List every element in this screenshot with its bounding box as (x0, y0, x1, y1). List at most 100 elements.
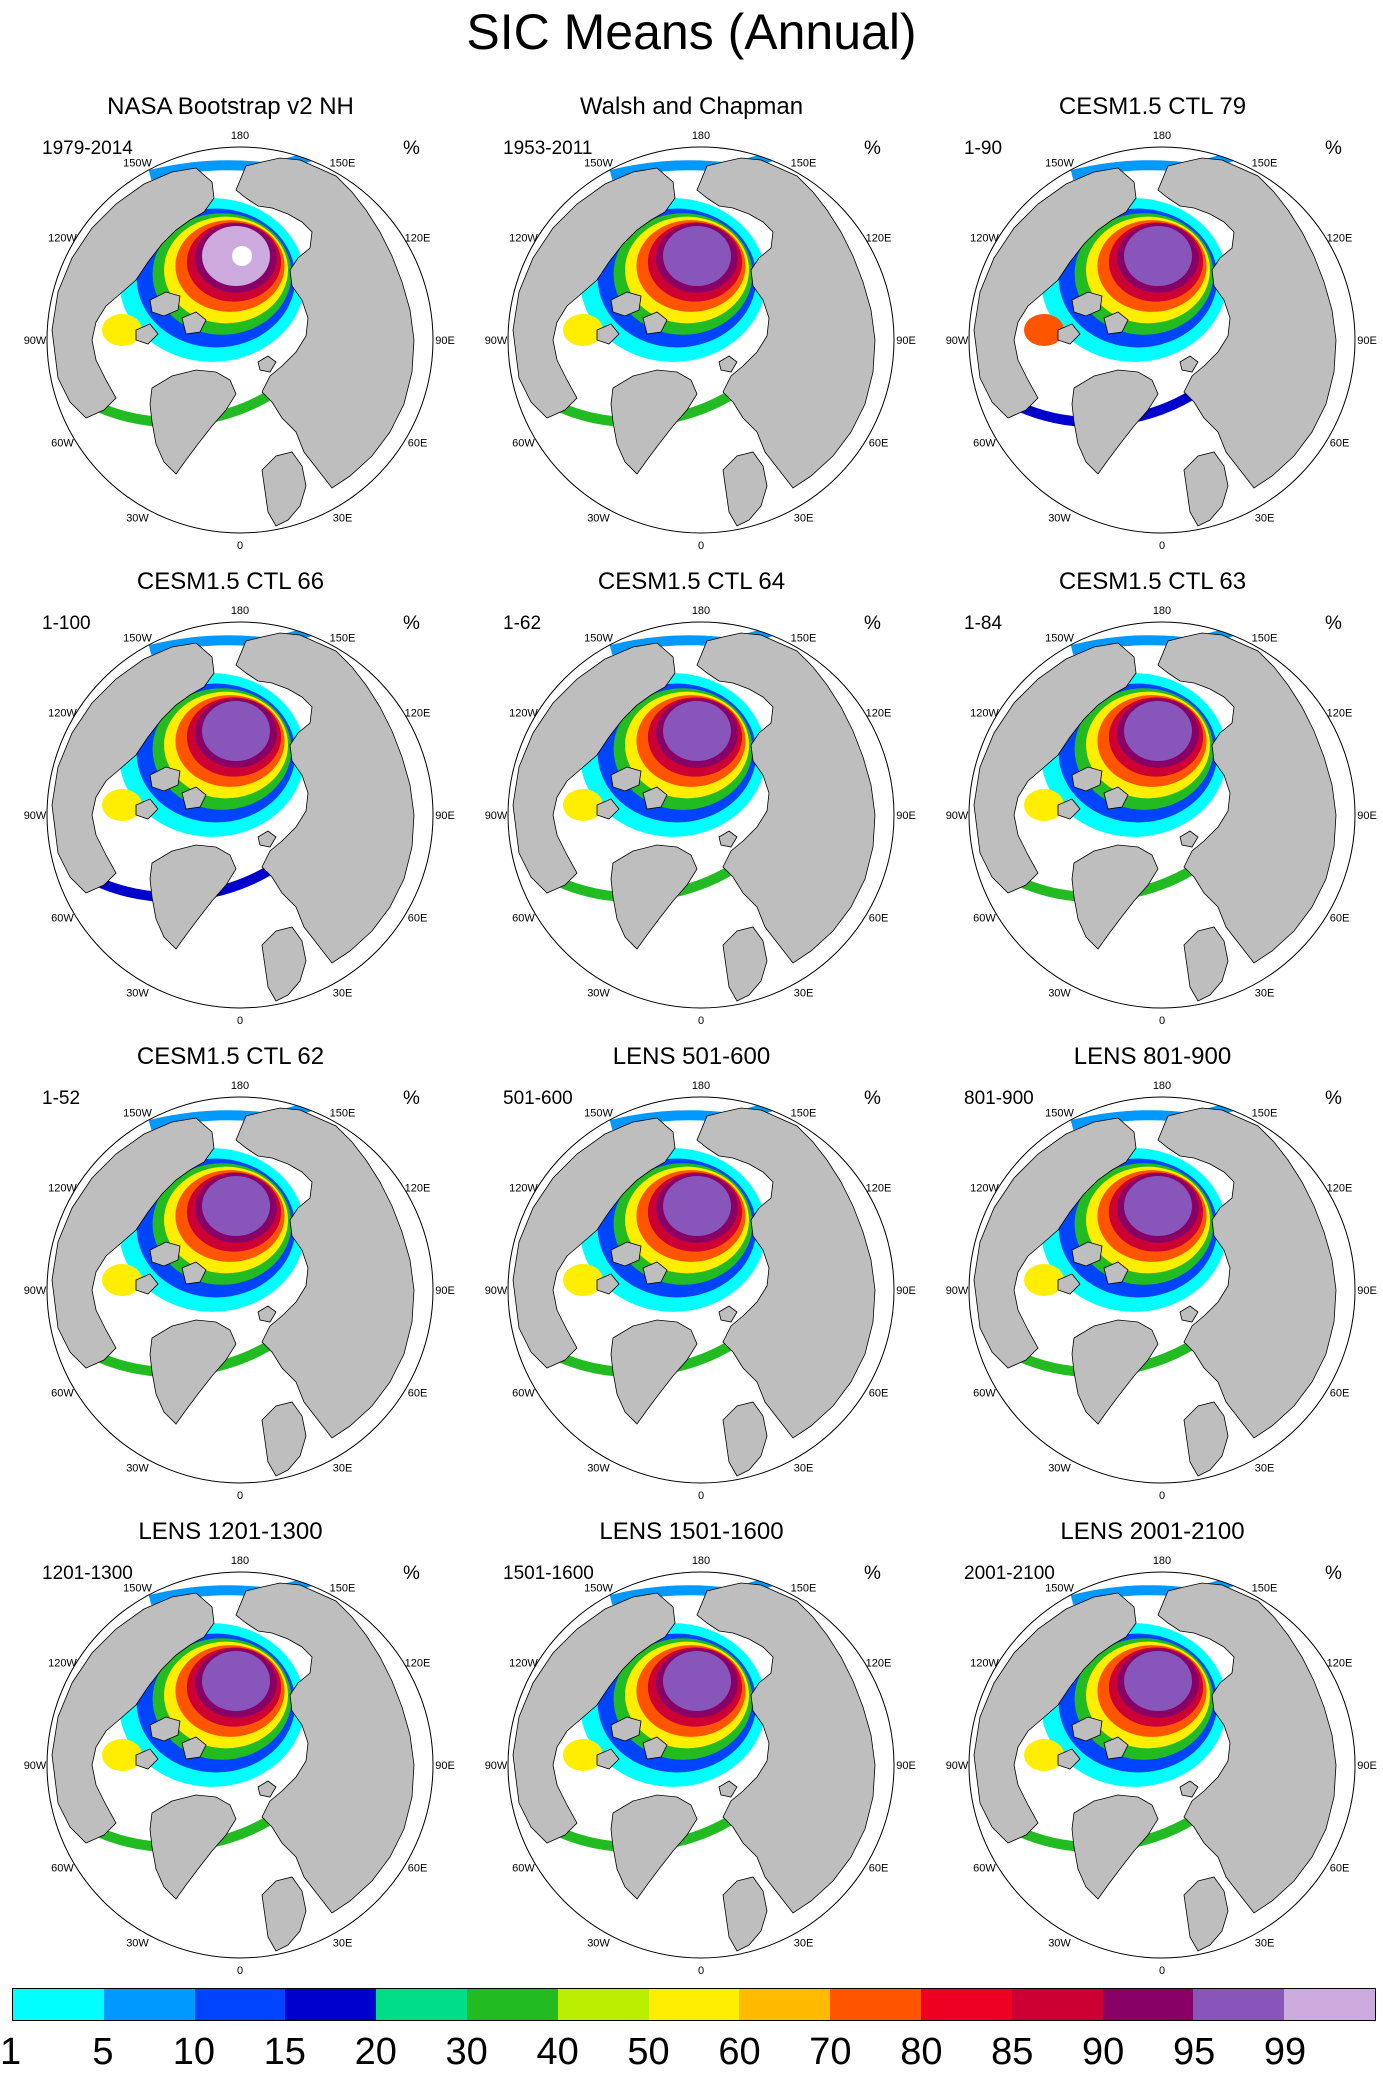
polar-map: 180 150W 150E 120W 120E 90W 90E 60W 60E 30W 30E 0 (24, 1080, 455, 1502)
central-pack-ice (1124, 226, 1192, 286)
longitude-label: 30E (794, 1938, 814, 1950)
land-mass (135, 798, 159, 820)
panel-title: LENS 501-600 (612, 1043, 771, 1070)
land-mass (610, 369, 698, 475)
colorbar-swatch-14 (1193, 1989, 1285, 2020)
land-mass (610, 766, 642, 792)
panel-title: LENS 1201-1300 (138, 1518, 323, 1545)
colorbar-swatch-11 (920, 1989, 1012, 2020)
longitude-label: 180 (692, 130, 710, 142)
map-panel: 180 150W 150E 120W 120E 90W 90E 60W 60E 30W 30E 0 CE… (0, 950, 461, 1502)
longitude-label: 0 (237, 1015, 243, 1027)
panel-title: CESM1.5 CTL 79 (1058, 93, 1247, 120)
colorbar-swatch-1 (13, 1989, 104, 2020)
colorbar-swatch-9 (739, 1989, 831, 2020)
colorbar-swatch-7 (557, 1989, 649, 2020)
land-mass (1179, 1780, 1199, 1798)
colorbar-swatch-4 (285, 1989, 377, 2020)
polar-map: 180 150W 150E 120W 120E 90W 90E 60W 60E 30W 30E 0 (946, 1080, 1377, 1502)
land-mass (1183, 1401, 1229, 1477)
land-mass (1057, 1273, 1081, 1295)
longitude-label: 90W (946, 335, 969, 347)
panel-period: 1979-2014 (42, 138, 133, 159)
colorbar-label: 5 (92, 2031, 114, 2073)
land-mass (1057, 323, 1081, 345)
central-pack-ice (202, 1651, 270, 1711)
map-panel: 180 150W 150E 120W 120E 90W 90E 60W 60E 30W 30E 0 CE… (0, 475, 461, 1027)
longitude-label: 60W (51, 913, 74, 925)
land-mass (596, 323, 620, 345)
central-pack-ice (1124, 1651, 1192, 1711)
longitude-label: 0 (237, 1965, 243, 1977)
colorbar-label: 1 (0, 2031, 22, 2073)
longitude-label: 0 (698, 1965, 704, 1977)
panel-period: 1-52 (42, 1088, 81, 1109)
hudson-bay-ice (1024, 789, 1064, 821)
longitude-label: 90E (1357, 335, 1377, 347)
land-mass (1103, 786, 1129, 810)
land-mass (235, 157, 415, 489)
longitude-label: 60E (869, 1388, 889, 1400)
colorbar-swatch-5 (376, 1989, 467, 2020)
longitude-label: 90E (1357, 810, 1377, 822)
map-panel: 180 150W 150E 120W 120E 90W 90E 60W 60E 30W 30E 0 LE… (0, 1425, 461, 1977)
panel-period: 1201-1300 (42, 1563, 133, 1584)
land-mass (1157, 157, 1337, 489)
land-mass (1183, 451, 1229, 527)
longitude-label: 150E (791, 157, 817, 169)
land-mass (257, 1780, 277, 1798)
longitude-label: 120E (866, 233, 892, 245)
colorbar-label: 90 (1082, 2031, 1125, 2073)
longitude-label: 120E (405, 708, 431, 720)
longitude-label: 30E (794, 1463, 814, 1475)
colorbar-labels: 1 5 10 15 20 30 40 50 60 70 80 85 90 95 99 (0, 2030, 1383, 2080)
longitude-label: 120E (866, 1658, 892, 1670)
polar-map: 180 150W 150E 120W 120E 90W 90E 60W 60E 30W 30E 0 (485, 1080, 916, 1502)
longitude-label: 180 (231, 1080, 249, 1092)
longitude-label: 60W (973, 438, 996, 450)
longitude-label: 120W (509, 708, 538, 720)
colorbar-swatch-13 (1102, 1989, 1194, 2020)
longitude-label: 120E (1327, 1183, 1353, 1195)
land-mass (596, 798, 620, 820)
land-mass (149, 766, 181, 792)
longitude-label: 180 (692, 1555, 710, 1567)
longitude-label: 30W (587, 1938, 610, 1950)
longitude-label: 150E (330, 157, 356, 169)
longitude-label: 150W (123, 1107, 152, 1119)
longitude-label: 30W (587, 988, 610, 1000)
longitude-label: 30W (126, 513, 149, 525)
longitude-label: 30W (587, 513, 610, 525)
land-mass (51, 642, 215, 894)
land-mass (149, 369, 237, 475)
map-panel: 180 150W 150E 120W 120E 90W 90E 60W 60E 30W 30E 0 CE… (922, 0, 1383, 552)
panel-unit: % (403, 1088, 420, 1109)
land-mass (512, 642, 676, 894)
longitude-label: 150W (584, 157, 613, 169)
longitude-label: 60E (869, 913, 889, 925)
land-mass (261, 1876, 307, 1952)
longitude-label: 30E (1255, 988, 1275, 1000)
land-mass (718, 1780, 738, 1798)
longitude-label: 120E (405, 233, 431, 245)
longitude-label: 90W (485, 1285, 508, 1297)
land-mass (722, 451, 768, 527)
colorbar-swatch-8 (648, 1989, 740, 2020)
central-pack-ice (202, 701, 270, 761)
longitude-label: 30E (333, 1463, 353, 1475)
map-boundary (968, 1096, 1356, 1484)
land-mass (261, 926, 307, 1002)
longitude-label: 90W (485, 335, 508, 347)
longitude-label: 30W (126, 1938, 149, 1950)
panel-title: CESM1.5 CTL 62 (136, 1043, 325, 1070)
longitude-label: 120E (866, 1183, 892, 1195)
longitude-label: 30W (126, 1463, 149, 1475)
polar-map: 180 150W 150E 120W 120E 90W 90E 60W 60E 30W 30E 0 (485, 130, 916, 552)
panel-title: NASA Bootstrap v2 NH (107, 93, 354, 120)
colorbar (12, 1988, 1376, 2021)
longitude-label: 90W (24, 1285, 47, 1297)
central-pack-ice (663, 1651, 731, 1711)
land-mass (1071, 1794, 1159, 1900)
panel-unit: % (864, 1563, 881, 1584)
panel-unit: % (864, 138, 881, 159)
